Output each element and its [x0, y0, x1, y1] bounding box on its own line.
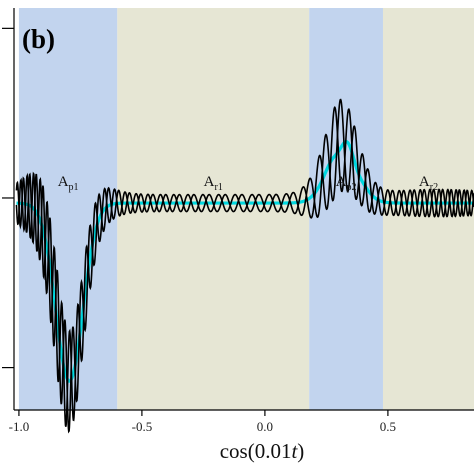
region-label-p1: Ap1	[58, 174, 79, 193]
region-p2	[309, 8, 383, 410]
curves	[15, 98, 474, 434]
region-label-r1: Ar1	[204, 174, 223, 193]
x-tick-label: -1.0	[9, 419, 30, 434]
x-tick-label: -0.5	[132, 419, 153, 434]
x-tick-label: 0.5	[380, 419, 396, 434]
x-tick-label: 0.0	[257, 419, 273, 434]
x-axis-label: cos(0.01t)	[220, 439, 305, 463]
region-label-r2: Ar2	[419, 174, 438, 193]
region-label-p2: Ap2	[336, 174, 357, 193]
panel-label: (b)	[22, 24, 55, 54]
series-line-envelope-lower	[15, 98, 474, 434]
region-labels: Ap1 Ar1 Ap2 Ar2	[58, 174, 438, 193]
axes: -1.0 -0.5 0.0 0.5	[2, 8, 474, 434]
